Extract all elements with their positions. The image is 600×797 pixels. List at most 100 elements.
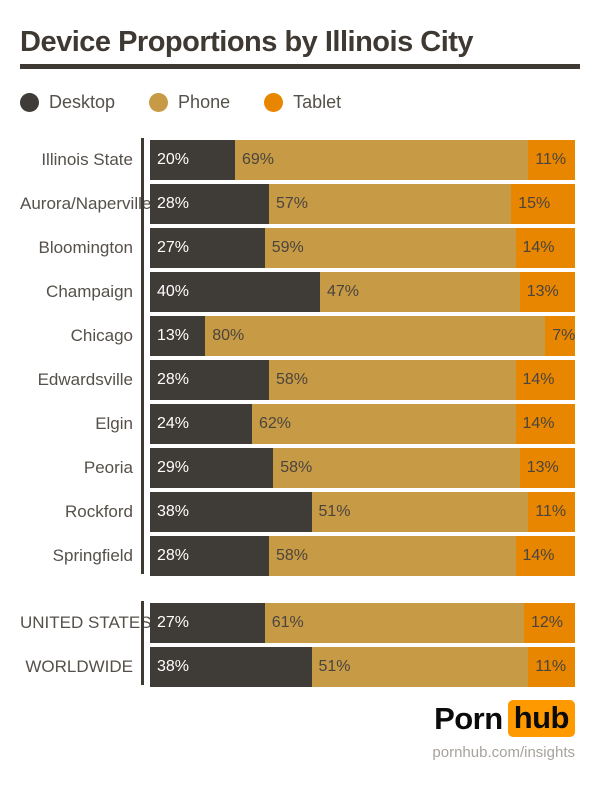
bar-segment-phone: 58% [269,360,516,400]
segment-value-phone: 61% [271,614,304,631]
chart-row: Peoria 29% 58% 13% [20,448,575,488]
bar-segment-phone: 80% [205,316,546,356]
bar-segment-desktop: 27% [150,228,265,268]
bar-segment-desktop: 29% [150,448,274,488]
stacked-bar: 38% 51% 11% [150,492,575,532]
stacked-bar: 29% 58% 13% [150,448,575,488]
row-label: Illinois State [41,150,133,169]
bar-segment-phone: 59% [264,228,516,268]
segment-value-desktop: 28% [157,547,190,564]
bar-segment-phone: 61% [264,603,524,643]
y-axis-line [141,601,144,685]
bar-segment-tablet: 7% [545,316,575,356]
phone-dot-icon [149,93,169,112]
bar-segment-tablet: 14% [515,360,575,400]
row-label: Peoria [83,458,133,477]
chart-row: Elgin 24% 62% 14% [20,404,575,444]
bar-segment-tablet: 14% [515,404,575,444]
logo-text-hub: hub [507,700,575,737]
bar-segment-desktop: 38% [150,647,312,687]
stacked-bar: 38% 51% 11% [150,647,575,687]
bar-segment-desktop: 38% [150,492,312,532]
chart-row: Edwardsville 28% 58% 14% [20,360,575,400]
legend-item-phone: Phone [149,92,230,113]
stacked-bar: 28% 58% 14% [150,360,575,400]
bar-segment-phone: 58% [273,448,520,488]
segment-value-tablet: 15% [518,195,551,212]
segment-value-tablet: 13% [526,283,559,300]
segment-value-desktop: 40% [157,283,190,300]
bar-segment-desktop: 27% [150,603,265,643]
desktop-dot-icon [20,93,39,112]
legend-label: Desktop [49,92,116,112]
stacked-bar: 20% 69% 11% [150,140,575,180]
segment-value-phone: 51% [318,658,351,675]
chart-group-cities: Illinois State 20% 69% 11% Aurora/Naperv… [20,138,575,576]
chart-row: Illinois State 20% 69% 11% [20,140,575,180]
row-label: Aurora/Naperville [20,194,152,213]
bar-segment-tablet: 11% [528,492,575,532]
bar-segment-phone: 51% [311,492,529,532]
bar-segment-tablet: 13% [519,272,575,312]
chart-row: Springfield 28% 58% 14% [20,536,575,576]
segment-value-desktop: 29% [157,459,190,476]
segment-value-phone: 58% [280,459,313,476]
chart-group-benchmarks: UNITED STATES 27% 61% 12% WORLDWIDE 38% … [20,601,575,687]
segment-value-desktop: 38% [157,503,190,520]
segment-value-desktop: 27% [157,614,190,631]
bar-segment-tablet: 11% [528,647,575,687]
tablet-dot-icon [264,93,284,112]
segment-value-tablet: 12% [531,614,564,631]
segment-value-desktop: 24% [157,415,190,432]
segment-value-phone: 62% [259,415,292,432]
segment-value-tablet: 11% [535,503,567,520]
row-label: Champaign [46,282,133,301]
row-label: UNITED STATES [20,613,152,632]
segment-value-phone: 51% [318,503,351,520]
bar-segment-desktop: 13% [150,316,206,356]
chart-row: Bloomington 27% 59% 14% [20,228,575,268]
chart-legend: Desktop Phone Tablet [20,92,600,113]
bar-segment-tablet: 15% [511,184,575,224]
segment-value-tablet: 13% [526,459,559,476]
chart-row: WORLDWIDE 38% 51% 11% [20,647,575,687]
legend-item-desktop: Desktop [20,92,115,113]
bar-segment-phone: 57% [269,184,512,224]
row-label: Rockford [64,502,133,521]
bar-segment-phone: 58% [269,536,516,576]
bar-segment-phone: 62% [252,404,516,444]
bar-segment-desktop: 20% [150,140,235,180]
row-label: Chicago [70,326,133,345]
segment-value-tablet: 14% [522,415,555,432]
segment-value-desktop: 27% [157,239,190,256]
bar-segment-desktop: 24% [150,404,252,444]
segment-value-desktop: 28% [157,371,190,388]
page-title: Device Proportions by Illinois City [20,26,474,58]
stacked-bar-chart: Illinois State 20% 69% 11% Aurora/Naperv… [0,138,600,687]
stacked-bar: 28% 57% 15% [150,184,575,224]
segment-value-desktop: 38% [157,658,190,675]
segment-value-phone: 58% [276,547,309,564]
stacked-bar: 28% 58% 14% [150,536,575,576]
segment-value-phone: 47% [327,283,360,300]
bar-segment-desktop: 40% [150,272,320,312]
stacked-bar: 24% 62% 14% [150,404,575,444]
stacked-bar: 40% 47% 13% [150,272,575,312]
segment-value-tablet: 11% [535,658,567,675]
segment-value-phone: 57% [276,195,309,212]
row-label: Elgin [95,414,133,433]
chart-row: Rockford 38% 51% 11% [20,492,575,532]
footer-url: pornhub.com/insights [432,744,575,761]
legend-label: Phone [178,92,231,112]
segment-value-desktop: 13% [157,327,190,344]
segment-value-phone: 58% [276,371,309,388]
bar-segment-tablet: 14% [515,228,575,268]
segment-value-tablet: 14% [522,239,555,256]
bar-segment-tablet: 11% [528,140,575,180]
title-underline [20,64,580,69]
chart-row: UNITED STATES 27% 61% 12% [20,603,575,643]
chart-row: Aurora/Naperville 28% 57% 15% [20,184,575,224]
y-axis-line [141,138,144,574]
bar-segment-desktop: 28% [150,360,269,400]
